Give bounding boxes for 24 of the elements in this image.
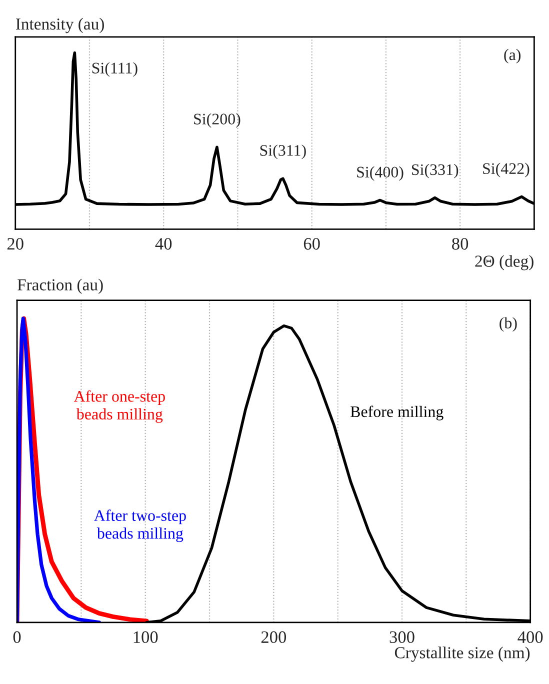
x-axis-title: 2Θ (deg) <box>475 255 534 270</box>
series-label: Before milling <box>350 406 444 420</box>
x-tick-label: 80 <box>452 238 468 250</box>
text: After one-step beads milling <box>74 390 165 423</box>
annotation: Si(422) <box>483 162 530 178</box>
y-axis-title: Fraction (au) <box>18 278 103 294</box>
x-tick-label: 60 <box>304 238 320 250</box>
annotation: (a) <box>504 48 521 64</box>
x-tick-label: 40 <box>155 238 172 250</box>
annotation: Si(400) <box>357 166 404 181</box>
x-axis-title: Crystallite size (nm) <box>394 646 530 662</box>
annotation: (b) <box>500 317 517 332</box>
x-tick-label: 100 <box>134 631 158 643</box>
x-tick-label: 0 <box>13 631 21 643</box>
x-tick-label: 200 <box>261 631 286 643</box>
x-tick-label: 300 <box>390 631 414 643</box>
annotation: Si(331) <box>412 164 458 178</box>
x-tick-label: 400 <box>518 631 543 643</box>
annotation: Si(111) <box>92 62 138 77</box>
y-axis-title: Intensity (au) <box>16 18 104 34</box>
text: After two-step beads milling <box>94 510 186 542</box>
annotation: Si(200) <box>194 113 240 128</box>
annotation: Si(311) <box>260 144 306 160</box>
x-tick-label: 20 <box>7 238 24 250</box>
